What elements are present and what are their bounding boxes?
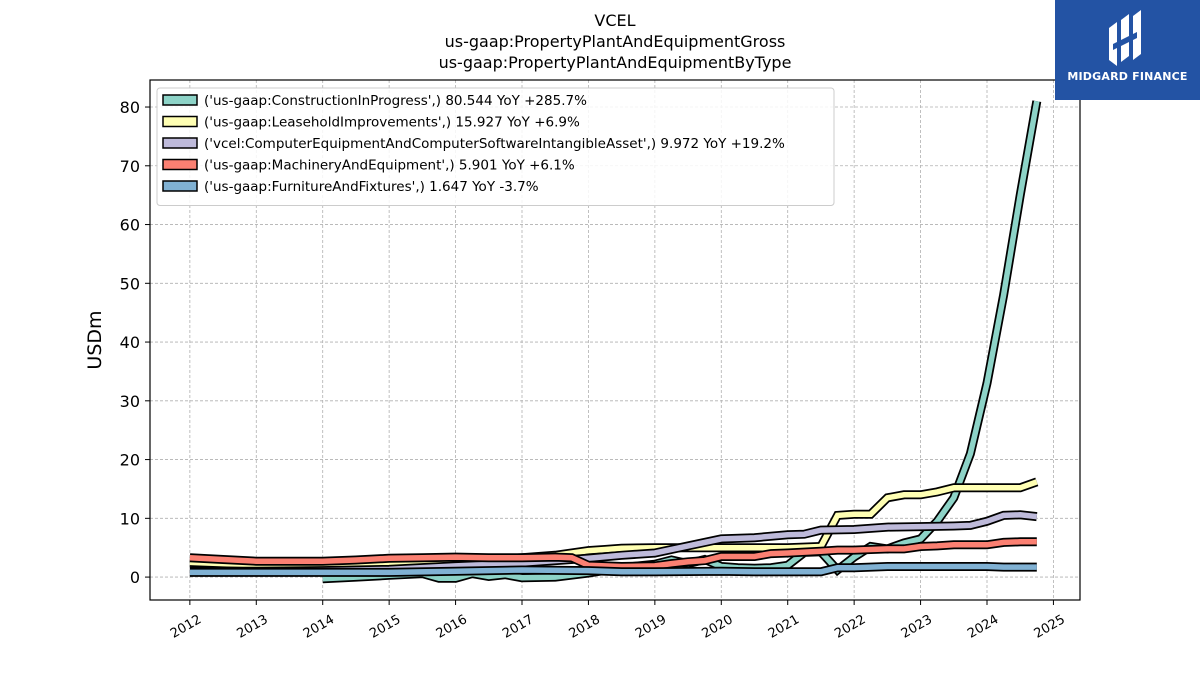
chart-subtitle-2: us-gaap:PropertyPlantAndEquipmentByType <box>438 53 792 72</box>
x-tick-label: 2025 <box>1032 612 1068 642</box>
legend-swatch <box>162 137 198 149</box>
x-tick-label: 2024 <box>965 612 1001 642</box>
x-tick-label: 2023 <box>899 612 935 642</box>
series-lines <box>189 100 1042 584</box>
series-line <box>189 563 1037 576</box>
x-tick-label: 2021 <box>766 612 802 642</box>
series-5-line <box>189 562 1037 577</box>
legend-label: ('us-gaap:LeaseholdImprovements',) 15.92… <box>204 115 580 131</box>
midgard-finance-logo: MIDGARD FINANCE <box>1055 0 1200 100</box>
y-tick-label: 70 <box>120 157 140 176</box>
x-tick-label: 2016 <box>434 612 470 642</box>
legend-label: ('us-gaap:FurnitureAndFixtures',) 1.647 … <box>204 179 539 195</box>
series-3-line <box>189 510 1038 576</box>
logo-text: MIDGARD FINANCE <box>1067 70 1188 83</box>
legend-label: ('us-gaap:MachineryAndEquipment',) 5.901… <box>204 158 575 174</box>
x-tick-label: 2018 <box>567 612 603 642</box>
legend-swatch <box>162 115 198 128</box>
x-tick-label: 2020 <box>699 612 735 642</box>
x-tick-label: 2022 <box>832 612 868 642</box>
legend-swatch <box>162 158 198 171</box>
legend-swatch <box>162 94 198 106</box>
y-tick-label: 30 <box>120 392 140 411</box>
y-tick-label: 0 <box>130 568 140 587</box>
legend-label: ('vcel:ComputerEquipmentAndComputerSoftw… <box>204 136 785 152</box>
y-tick-label: 80 <box>120 98 140 117</box>
x-tick-label: 2019 <box>633 612 669 642</box>
x-tick-label: 2013 <box>234 612 270 642</box>
plot-frame <box>149 79 1081 601</box>
y-tick-label: 50 <box>120 274 140 293</box>
y-tick-label: 40 <box>120 333 140 352</box>
legend: ('us-gaap:ConstructionInProgress',) 80.5… <box>156 87 835 206</box>
series-line <box>189 539 1037 570</box>
y-tick-label: 20 <box>120 451 140 470</box>
series-line <box>189 512 1038 574</box>
y-tick-label: 60 <box>120 216 140 235</box>
legend-box <box>156 87 835 206</box>
legend-label: ('us-gaap:ConstructionInProgress',) 80.5… <box>204 93 587 109</box>
x-tick-label: 2015 <box>367 612 403 642</box>
midgard-logo-icon <box>1109 10 1141 66</box>
y-tick-label: 10 <box>120 509 140 528</box>
series-4-line <box>189 537 1037 572</box>
x-tick-label: 2017 <box>500 612 536 642</box>
x-tick-label: 2014 <box>301 612 337 642</box>
chart-title: VCEL <box>594 11 636 30</box>
chart-title-block: VCEL us-gaap:PropertyPlantAndEquipmentGr… <box>150 10 1080 73</box>
y-axis-label: USDm <box>84 310 106 369</box>
legend-swatch <box>162 180 198 192</box>
x-tick-label: 2012 <box>168 612 204 642</box>
chart-subtitle-1: us-gaap:PropertyPlantAndEquipmentGross <box>444 32 786 51</box>
